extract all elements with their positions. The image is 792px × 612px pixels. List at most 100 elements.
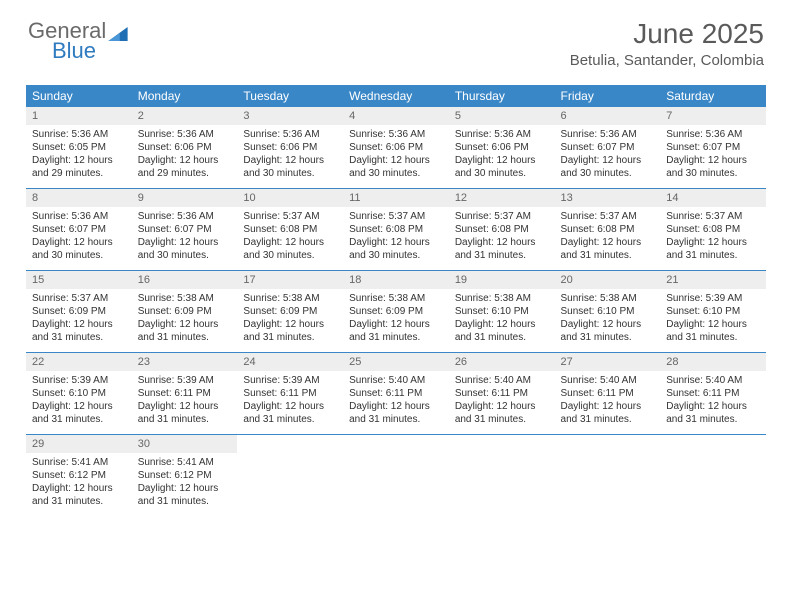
sunrise-line: Sunrise: 5:39 AM (138, 374, 232, 387)
sunset-line: Sunset: 6:11 PM (138, 387, 232, 400)
sunset-line: Sunset: 6:06 PM (455, 141, 549, 154)
sunset-line: Sunset: 6:12 PM (138, 469, 232, 482)
day-body: Sunrise: 5:36 AMSunset: 6:06 PMDaylight:… (449, 125, 555, 188)
sunset-line: Sunset: 6:11 PM (243, 387, 337, 400)
daylight-line: Daylight: 12 hours and 31 minutes. (349, 400, 443, 426)
day-body: Sunrise: 5:39 AMSunset: 6:10 PMDaylight:… (26, 371, 132, 434)
daylight-line: Daylight: 12 hours and 29 minutes. (138, 154, 232, 180)
sunset-line: Sunset: 6:11 PM (455, 387, 549, 400)
calendar-day-cell: 22Sunrise: 5:39 AMSunset: 6:10 PMDayligh… (26, 353, 132, 435)
day-number: 2 (132, 107, 238, 125)
day-body: Sunrise: 5:36 AMSunset: 6:07 PMDaylight:… (26, 207, 132, 270)
sunrise-line: Sunrise: 5:38 AM (349, 292, 443, 305)
sunset-line: Sunset: 6:10 PM (666, 305, 760, 318)
sunset-line: Sunset: 6:08 PM (455, 223, 549, 236)
sunrise-line: Sunrise: 5:37 AM (561, 210, 655, 223)
daylight-line: Daylight: 12 hours and 30 minutes. (243, 236, 337, 262)
day-number: 3 (237, 107, 343, 125)
sunset-line: Sunset: 6:05 PM (32, 141, 126, 154)
sunset-line: Sunset: 6:10 PM (455, 305, 549, 318)
daylight-line: Daylight: 12 hours and 30 minutes. (138, 236, 232, 262)
calendar-day-cell: 3Sunrise: 5:36 AMSunset: 6:06 PMDaylight… (237, 107, 343, 189)
day-body: Sunrise: 5:36 AMSunset: 6:06 PMDaylight:… (343, 125, 449, 188)
day-number: 23 (132, 353, 238, 371)
sunrise-line: Sunrise: 5:36 AM (349, 128, 443, 141)
day-number: 28 (660, 353, 766, 371)
day-number: 11 (343, 189, 449, 207)
sunrise-line: Sunrise: 5:39 AM (32, 374, 126, 387)
location-label: Betulia, Santander, Colombia (570, 52, 764, 69)
day-body (555, 441, 661, 501)
day-number: 12 (449, 189, 555, 207)
daylight-line: Daylight: 12 hours and 31 minutes. (138, 482, 232, 508)
day-number: 5 (449, 107, 555, 125)
sunset-line: Sunset: 6:09 PM (32, 305, 126, 318)
day-number: 22 (26, 353, 132, 371)
sunset-line: Sunset: 6:08 PM (349, 223, 443, 236)
day-number: 17 (237, 271, 343, 289)
weekday-row: SundayMondayTuesdayWednesdayThursdayFrid… (26, 85, 766, 107)
brand-logo-stack: General Blue (28, 18, 128, 64)
day-number: 26 (449, 353, 555, 371)
daylight-line: Daylight: 12 hours and 31 minutes. (666, 318, 760, 344)
day-number: 16 (132, 271, 238, 289)
calendar-week-row: 15Sunrise: 5:37 AMSunset: 6:09 PMDayligh… (26, 271, 766, 353)
day-body: Sunrise: 5:37 AMSunset: 6:08 PMDaylight:… (237, 207, 343, 270)
logo-triangle-icon (108, 27, 128, 41)
calendar-day-cell: 8Sunrise: 5:36 AMSunset: 6:07 PMDaylight… (26, 189, 132, 271)
weekday-header: Wednesday (343, 85, 449, 107)
calendar-day-cell: 2Sunrise: 5:36 AMSunset: 6:06 PMDaylight… (132, 107, 238, 189)
day-body: Sunrise: 5:39 AMSunset: 6:10 PMDaylight:… (660, 289, 766, 352)
daylight-line: Daylight: 12 hours and 31 minutes. (32, 400, 126, 426)
sunset-line: Sunset: 6:09 PM (349, 305, 443, 318)
day-number: 21 (660, 271, 766, 289)
day-number: 14 (660, 189, 766, 207)
sunrise-line: Sunrise: 5:40 AM (561, 374, 655, 387)
daylight-line: Daylight: 12 hours and 31 minutes. (243, 400, 337, 426)
sunrise-line: Sunrise: 5:39 AM (666, 292, 760, 305)
day-body: Sunrise: 5:38 AMSunset: 6:09 PMDaylight:… (343, 289, 449, 352)
daylight-line: Daylight: 12 hours and 31 minutes. (32, 482, 126, 508)
day-body: Sunrise: 5:37 AMSunset: 6:08 PMDaylight:… (660, 207, 766, 270)
calendar-empty-cell (555, 435, 661, 517)
sunrise-line: Sunrise: 5:40 AM (455, 374, 549, 387)
calendar-day-cell: 30Sunrise: 5:41 AMSunset: 6:12 PMDayligh… (132, 435, 238, 517)
calendar-day-cell: 26Sunrise: 5:40 AMSunset: 6:11 PMDayligh… (449, 353, 555, 435)
sunrise-line: Sunrise: 5:36 AM (32, 128, 126, 141)
calendar-empty-cell (660, 435, 766, 517)
calendar-day-cell: 29Sunrise: 5:41 AMSunset: 6:12 PMDayligh… (26, 435, 132, 517)
weekday-header: Thursday (449, 85, 555, 107)
daylight-line: Daylight: 12 hours and 30 minutes. (349, 236, 443, 262)
day-body: Sunrise: 5:40 AMSunset: 6:11 PMDaylight:… (555, 371, 661, 434)
calendar-day-cell: 16Sunrise: 5:38 AMSunset: 6:09 PMDayligh… (132, 271, 238, 353)
calendar-day-cell: 5Sunrise: 5:36 AMSunset: 6:06 PMDaylight… (449, 107, 555, 189)
sunrise-line: Sunrise: 5:40 AM (349, 374, 443, 387)
daylight-line: Daylight: 12 hours and 31 minutes. (455, 318, 549, 344)
sunrise-line: Sunrise: 5:37 AM (666, 210, 760, 223)
sunrise-line: Sunrise: 5:36 AM (243, 128, 337, 141)
calendar-week-row: 1Sunrise: 5:36 AMSunset: 6:05 PMDaylight… (26, 107, 766, 189)
calendar-day-cell: 27Sunrise: 5:40 AMSunset: 6:11 PMDayligh… (555, 353, 661, 435)
sunset-line: Sunset: 6:11 PM (666, 387, 760, 400)
sunrise-line: Sunrise: 5:37 AM (349, 210, 443, 223)
calendar-empty-cell (449, 435, 555, 517)
calendar-day-cell: 23Sunrise: 5:39 AMSunset: 6:11 PMDayligh… (132, 353, 238, 435)
day-number: 8 (26, 189, 132, 207)
day-body: Sunrise: 5:37 AMSunset: 6:08 PMDaylight:… (555, 207, 661, 270)
sunrise-line: Sunrise: 5:37 AM (243, 210, 337, 223)
calendar-head: SundayMondayTuesdayWednesdayThursdayFrid… (26, 85, 766, 107)
calendar-day-cell: 17Sunrise: 5:38 AMSunset: 6:09 PMDayligh… (237, 271, 343, 353)
calendar-day-cell: 7Sunrise: 5:36 AMSunset: 6:07 PMDaylight… (660, 107, 766, 189)
daylight-line: Daylight: 12 hours and 31 minutes. (243, 318, 337, 344)
sunrise-line: Sunrise: 5:36 AM (32, 210, 126, 223)
daylight-line: Daylight: 12 hours and 30 minutes. (561, 154, 655, 180)
day-body: Sunrise: 5:37 AMSunset: 6:08 PMDaylight:… (343, 207, 449, 270)
calendar-body: 1Sunrise: 5:36 AMSunset: 6:05 PMDaylight… (26, 107, 766, 516)
calendar-day-cell: 4Sunrise: 5:36 AMSunset: 6:06 PMDaylight… (343, 107, 449, 189)
day-body (449, 441, 555, 501)
day-number: 20 (555, 271, 661, 289)
sunrise-line: Sunrise: 5:38 AM (138, 292, 232, 305)
daylight-line: Daylight: 12 hours and 30 minutes. (666, 154, 760, 180)
day-body: Sunrise: 5:37 AMSunset: 6:09 PMDaylight:… (26, 289, 132, 352)
daylight-line: Daylight: 12 hours and 31 minutes. (138, 318, 232, 344)
